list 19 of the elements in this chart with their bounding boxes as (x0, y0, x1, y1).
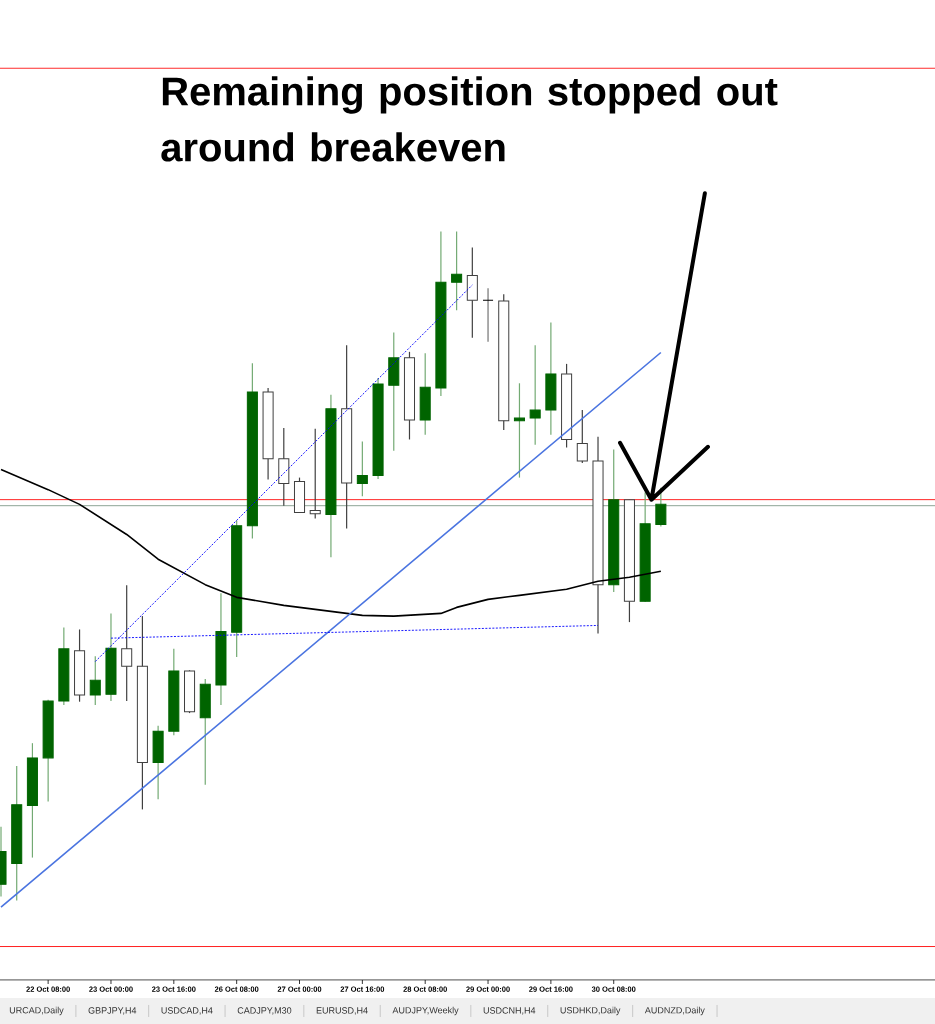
candlestick (356, 440, 368, 497)
candlestick (121, 584, 133, 702)
text: GBPJPY,H4 (88, 1007, 137, 1015)
candlestick (89, 655, 101, 706)
text: EURUSD,H4 (316, 1007, 368, 1015)
text: URCAD,Daily (9, 1006, 64, 1016)
text: USDCAD,H4 (161, 1007, 213, 1015)
candlestick (482, 287, 494, 343)
candlestick (513, 382, 525, 479)
candlestick (576, 409, 588, 464)
text: AUDJPY,Weekly (392, 1006, 459, 1016)
text: USDCNH,H4 (483, 1007, 536, 1015)
candlestick (309, 428, 321, 520)
candlestick (529, 344, 541, 446)
text: CADJPY,M30 (237, 1007, 292, 1015)
candlestick (451, 230, 463, 311)
chart-title: Remaining position stopped out around breakeven (161, 76, 778, 162)
text: AUDNZD,Daily (644, 1006, 705, 1016)
text: USDHKD,Daily (560, 1006, 621, 1016)
